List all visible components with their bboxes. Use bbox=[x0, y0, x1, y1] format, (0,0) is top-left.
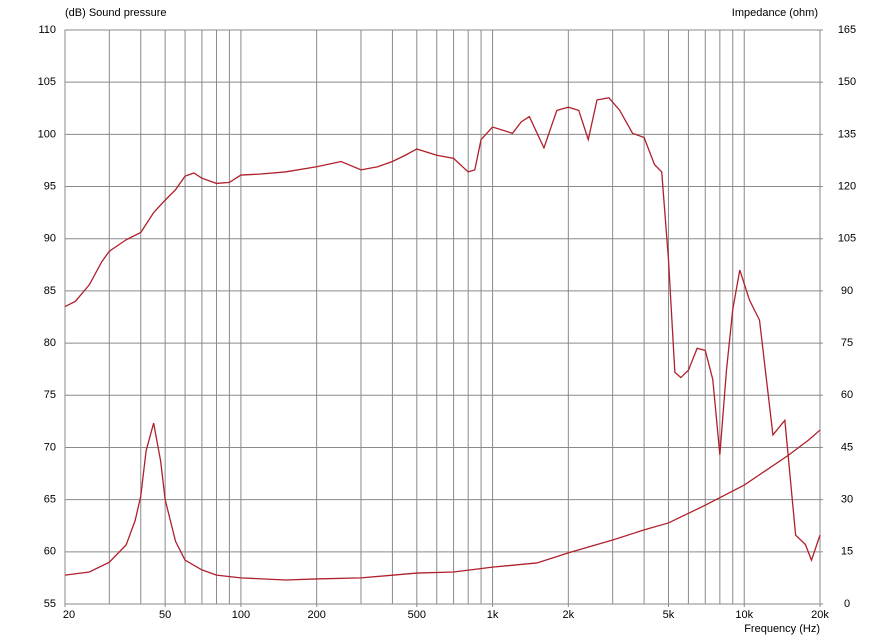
curve bbox=[64, 422, 821, 581]
y-tick-label: 110 bbox=[38, 24, 56, 36]
y-tick-label: 65 bbox=[44, 494, 56, 506]
y-tick-label: 95 bbox=[44, 180, 56, 192]
y-tick-label: 85 bbox=[44, 285, 56, 297]
y2-tick-label: 90 bbox=[841, 285, 853, 297]
y2-tick-label: 120 bbox=[838, 180, 856, 192]
x-tick-label: 5k bbox=[663, 609, 675, 621]
x-tick-label: 200 bbox=[307, 609, 325, 621]
plot-frame bbox=[64, 29, 821, 605]
x-tick-label: 500 bbox=[408, 609, 426, 621]
x-tick-label: 20k bbox=[811, 609, 829, 621]
y2-tick-label: 0 bbox=[844, 598, 850, 610]
y-tick-label: 60 bbox=[44, 546, 56, 558]
x-tick-label: 2k bbox=[563, 609, 575, 621]
y2-tick-label: 30 bbox=[841, 494, 853, 506]
y-axis-label: (dB) Sound pressure bbox=[65, 7, 167, 19]
y-tick-label: 100 bbox=[38, 128, 56, 140]
x-tick-label: 10k bbox=[735, 609, 753, 621]
x-tick-label: 1k bbox=[487, 609, 499, 621]
y2-tick-label: 165 bbox=[838, 24, 856, 36]
y-tick-label: 70 bbox=[44, 441, 56, 453]
y-tick-label: 80 bbox=[44, 337, 56, 349]
y-tick-label: 105 bbox=[38, 76, 56, 88]
x-tick-label: 100 bbox=[232, 609, 250, 621]
curve bbox=[64, 97, 821, 563]
y2-tick-label: 150 bbox=[838, 76, 856, 88]
y2-tick-label: 75 bbox=[841, 337, 853, 349]
y-tick-label: 55 bbox=[44, 598, 56, 610]
y2-tick-label: 135 bbox=[838, 128, 856, 140]
x-tick-label: 50 bbox=[159, 609, 171, 621]
y-tick-label: 75 bbox=[44, 389, 56, 401]
y-tick-label: 90 bbox=[44, 233, 56, 245]
x-tick-label: 20 bbox=[63, 609, 75, 621]
y2-axis-label: Impedance (ohm) bbox=[732, 7, 818, 19]
y2-tick-label: 45 bbox=[841, 441, 853, 453]
x-axis-label: Frequency (Hz) bbox=[744, 623, 820, 635]
y2-tick-label: 60 bbox=[841, 389, 853, 401]
y2-tick-label: 105 bbox=[838, 233, 856, 245]
y2-tick-label: 15 bbox=[841, 546, 853, 558]
